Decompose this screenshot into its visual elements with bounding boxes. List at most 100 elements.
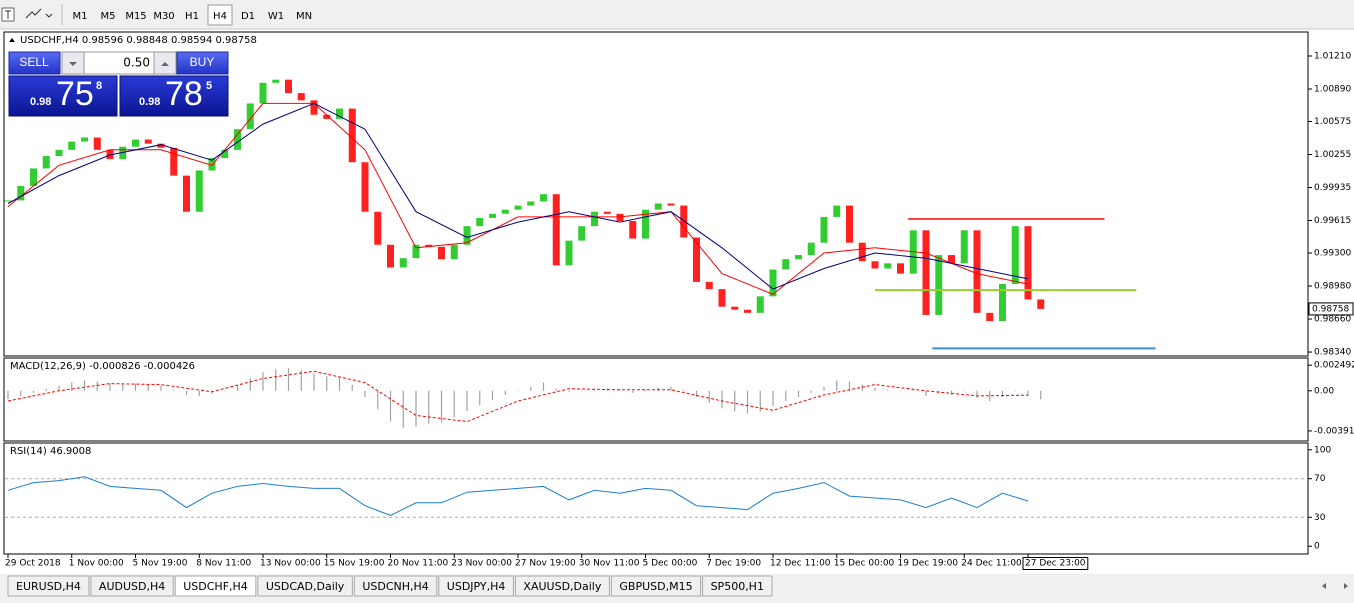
y-tick-label: 0 xyxy=(1314,542,1320,552)
timeframe-button[interactable]: M1 xyxy=(73,11,88,22)
price-header: USDCHF,H4 0.98596 0.98848 0.98594 0.9875… xyxy=(20,35,257,46)
candle xyxy=(476,217,484,227)
timeframe-button[interactable]: H4 xyxy=(213,11,227,22)
candle xyxy=(399,258,407,268)
macd-bar xyxy=(45,388,47,391)
macd-bar xyxy=(989,390,991,402)
macd-bar xyxy=(402,390,404,428)
tab-label[interactable]: EURUSD,H4 xyxy=(16,580,81,593)
macd-bar xyxy=(632,390,634,393)
lot-value[interactable]: 0.50 xyxy=(123,56,150,70)
candle xyxy=(208,158,216,171)
tab[interactable] xyxy=(353,575,438,597)
toolbar xyxy=(0,0,1354,29)
y-tick-label: 0.99300 xyxy=(1314,249,1351,259)
macd-bar xyxy=(20,390,22,396)
sell-label[interactable]: SELL xyxy=(19,55,49,69)
candle xyxy=(922,230,930,315)
timeframe-button[interactable]: D1 xyxy=(241,11,255,22)
macd-bar xyxy=(440,390,443,423)
candle xyxy=(540,194,547,202)
candle xyxy=(948,255,955,264)
candle xyxy=(884,263,892,269)
candle xyxy=(259,82,267,104)
macd-bar xyxy=(861,384,863,391)
macd-bar xyxy=(746,390,749,414)
tab-label[interactable]: USDJPY,H4 xyxy=(447,580,506,593)
tab-label[interactable]: USDCNH,H4 xyxy=(362,580,428,593)
timeframe-group: M1 M5 M15 M30 H1 H4 D1 W1 MN xyxy=(73,4,312,26)
macd-bar xyxy=(160,385,162,391)
tab[interactable] xyxy=(514,575,610,597)
collapse-icon[interactable] xyxy=(9,38,15,42)
candle xyxy=(183,175,190,212)
moving-average xyxy=(7,102,1029,290)
signal-line xyxy=(7,370,1029,423)
tab[interactable] xyxy=(702,575,773,597)
macd-bar xyxy=(313,373,315,391)
sell-price-pips: 75 xyxy=(56,75,94,113)
tab-label[interactable]: USDCAD,Daily xyxy=(266,580,345,593)
candle xyxy=(552,194,560,266)
y-tick-label: 0.00 xyxy=(1314,386,1334,396)
tab[interactable] xyxy=(438,575,514,597)
macd-bar xyxy=(326,376,328,391)
candle xyxy=(820,216,828,243)
candle xyxy=(234,129,241,150)
macd-bar xyxy=(874,387,876,391)
tab[interactable] xyxy=(610,575,702,597)
active-tab[interactable] xyxy=(174,575,257,597)
candle xyxy=(629,221,637,239)
x-tick-label: 29 Oct 2018 xyxy=(5,559,61,569)
x-tick-label: 5 Nov 19:00 xyxy=(133,559,188,569)
candle xyxy=(348,108,356,163)
candle xyxy=(501,209,509,214)
macd-bar xyxy=(899,390,902,392)
macd-bar xyxy=(134,383,137,391)
sell-price-box[interactable] xyxy=(8,75,118,117)
macd-bar xyxy=(275,369,277,391)
active-timeframe[interactable] xyxy=(207,4,233,26)
candle xyxy=(769,269,777,297)
buy-label[interactable]: BUY xyxy=(190,55,215,69)
candle xyxy=(157,143,165,148)
sell-button[interactable] xyxy=(8,51,61,75)
macd-bar xyxy=(96,381,98,391)
macd-bar xyxy=(593,389,596,391)
candle xyxy=(833,205,841,217)
x-tick-label: 7 Dec 19:00 xyxy=(706,559,761,569)
tab[interactable] xyxy=(257,575,353,597)
timeframe-button[interactable]: MN xyxy=(296,11,312,22)
buy-button[interactable] xyxy=(176,51,229,75)
tab-label[interactable]: GBPUSD,M15 xyxy=(619,580,692,593)
timeframe-button[interactable]: M15 xyxy=(125,11,146,22)
x-tick-label: 13 Nov 00:00 xyxy=(260,559,321,569)
macd-bar xyxy=(351,384,353,391)
timeframe-button[interactable]: M5 xyxy=(101,11,116,22)
macd-bar xyxy=(810,390,812,393)
timeframe-button[interactable]: M30 xyxy=(153,11,174,22)
x-tick-label: 24 Dec 11:00 xyxy=(961,559,1022,569)
tab-label[interactable]: USDCHF,H4 xyxy=(183,580,248,593)
tab[interactable] xyxy=(90,575,174,597)
tab-label[interactable]: AUDUSD,H4 xyxy=(99,580,165,593)
buy-price-box[interactable] xyxy=(119,75,229,117)
tab-label[interactable]: XAUUSD,Daily xyxy=(523,580,601,593)
candle xyxy=(297,93,305,101)
candle xyxy=(667,203,675,206)
tab-label[interactable]: SP500,H1 xyxy=(711,580,764,593)
macd-bar xyxy=(173,389,175,391)
candle xyxy=(55,149,63,157)
macd-bar xyxy=(491,390,494,401)
time-cursor-box xyxy=(1022,557,1089,570)
candle xyxy=(846,205,853,243)
objects-tool-icon[interactable] xyxy=(25,8,53,19)
macd-bar xyxy=(695,390,698,397)
candle xyxy=(693,237,700,282)
macd-bar xyxy=(1040,390,1042,400)
timeframe-button[interactable]: H1 xyxy=(185,11,199,22)
macd-bar xyxy=(568,390,570,392)
timeframe-button[interactable]: W1 xyxy=(268,11,284,22)
tab[interactable] xyxy=(7,575,90,597)
y-tick-label: -0.003913 xyxy=(1314,426,1354,436)
